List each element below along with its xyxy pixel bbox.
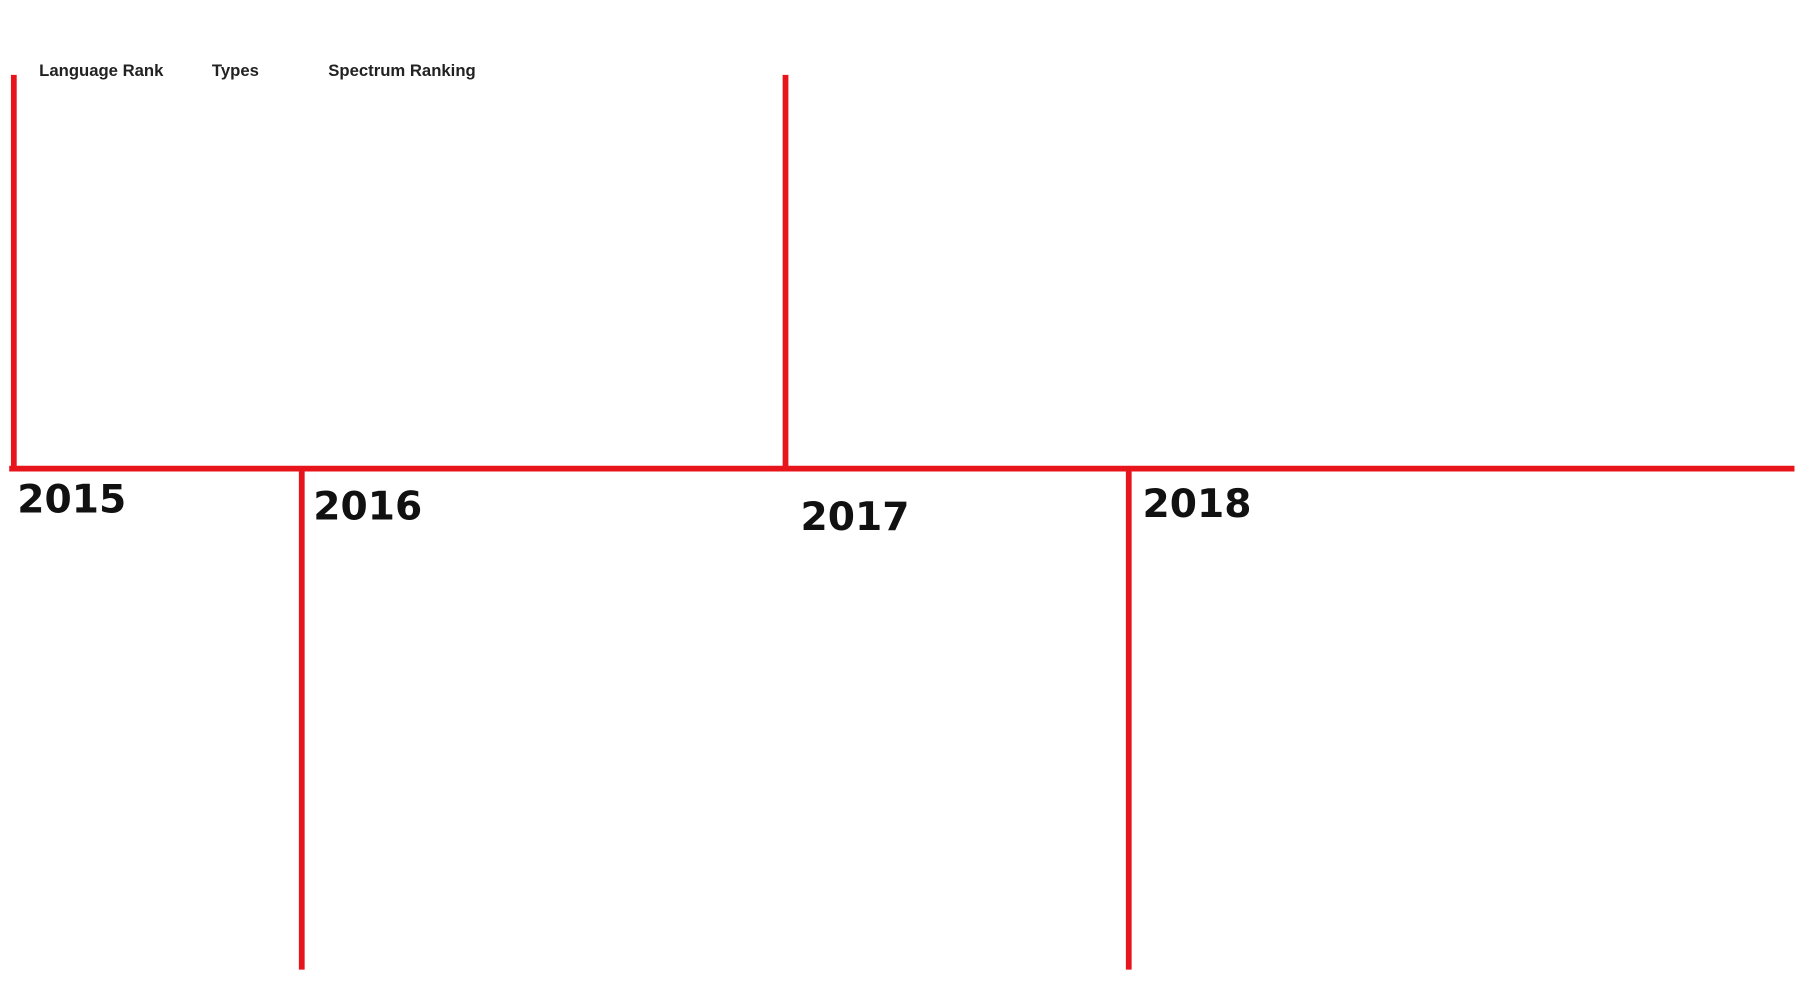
year-label: 2017: [800, 495, 909, 540]
divider-lines: [9, 74, 1795, 970]
legend-entry: Spectrum Ranking: [328, 61, 475, 80]
ranking-table: Language Rank Types Spectrum Ranking: [39, 61, 476, 80]
year-label: 2018: [1143, 482, 1252, 527]
column-header: Types: [212, 61, 259, 80]
year-label: 2015: [17, 478, 126, 523]
year-label: 2016: [313, 484, 422, 529]
column-header: Language Rank: [39, 61, 164, 80]
